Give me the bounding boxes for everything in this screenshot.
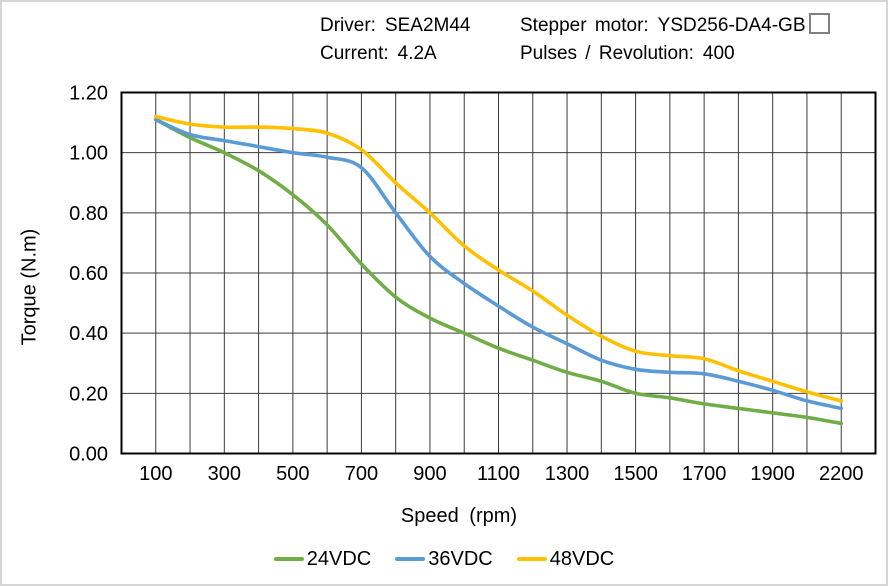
- y-tick-label: 1.20: [69, 83, 108, 105]
- chart-header: Driver: SEA2M44 Stepper motor: YSD256-DA4-…: [320, 12, 830, 67]
- legend-marker-36vdc: [395, 557, 426, 561]
- motor-value: YSD256-DA4-GB: [657, 15, 806, 36]
- legend-item-48vdc: 48VDC: [516, 546, 615, 572]
- plot-border: [120, 91, 877, 455]
- pulses-value: 400: [702, 43, 735, 64]
- motor-field: Stepper motor: YSD256-DA4-GB: [520, 12, 830, 39]
- legend-label-48vdc: 48VDC: [549, 548, 615, 570]
- x-tick-label: 900: [413, 463, 446, 485]
- y-tick-label: 0.20: [69, 383, 108, 405]
- y-axis-title: Torque (N.m): [18, 228, 41, 346]
- driver-label: Driver:: [320, 15, 376, 36]
- series-curve-48vdc: [153, 114, 843, 403]
- y-tick-label: 0.40: [69, 323, 108, 345]
- x-tick-label: 300: [208, 463, 241, 485]
- x-tick-label: 100: [139, 463, 172, 485]
- x-tick-label: 1100: [477, 463, 520, 485]
- legend-marker-48vdc: [516, 557, 547, 561]
- current-value: 4.2A: [397, 43, 437, 64]
- legend-label-36vdc: 36VDC: [428, 548, 493, 570]
- driver-value: SEA2M44: [384, 15, 471, 36]
- legend-item-24vdc: 24VDC: [273, 546, 372, 572]
- y-tick-label: 0.60: [69, 263, 108, 285]
- legend-marker-24vdc: [273, 557, 304, 561]
- x-tick-label: 1900: [750, 463, 795, 485]
- x-tick-label: 1700: [682, 463, 727, 485]
- y-tick-label: 0.00: [69, 444, 108, 466]
- torque-speed-chart: 100 300 500 700 900 1100 1300 1500 1700 1900 2200 0…: [69, 83, 877, 485]
- x-tick-label: 700: [345, 463, 378, 485]
- x-axis-title: Speed (rpm): [400, 505, 518, 527]
- driver-field: Driver: SEA2M44: [320, 12, 520, 39]
- x-tick-label: 1500: [613, 463, 658, 485]
- legend-item-36vdc: 36VDC: [395, 546, 493, 572]
- motor-label: Stepper motor:: [520, 15, 649, 36]
- placeholder-box-icon: [808, 13, 830, 34]
- x-tick-label: 2200: [819, 463, 864, 485]
- legend-label-24vdc: 24VDC: [306, 548, 372, 570]
- series-curve-24vdc: [153, 117, 843, 426]
- x-tick-label: 500: [276, 463, 309, 485]
- pulses-label: Pulses / Revolution:: [520, 43, 694, 64]
- x-tick-label: 1300: [545, 463, 590, 485]
- legend: 24VDC 36VDC 48VDC: [2, 546, 886, 572]
- current-label: Current:: [320, 43, 389, 64]
- current-field: Current: 4.2A: [320, 40, 520, 67]
- y-tick-label: 0.80: [69, 203, 108, 225]
- y-tick-label: 1.00: [69, 143, 108, 165]
- pulses-field: Pulses / Revolution: 400: [520, 40, 830, 67]
- series-curve-36vdc: [153, 117, 843, 411]
